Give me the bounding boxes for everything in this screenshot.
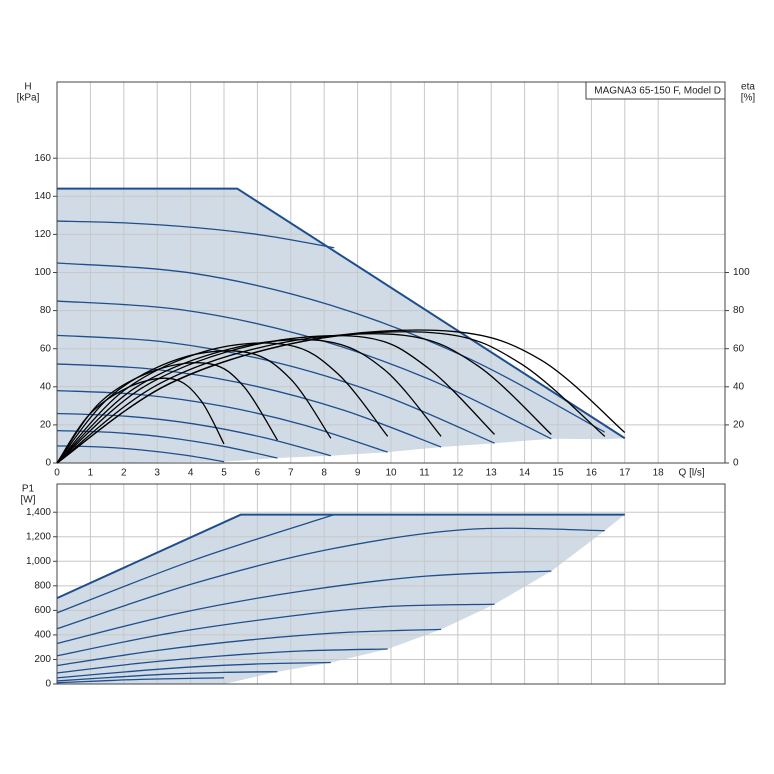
curve [56, 603, 495, 657]
curve [56, 333, 552, 464]
x-tick-label: 16 [586, 468, 598, 479]
y-tick-label: 200 [34, 654, 51, 665]
curve [56, 329, 626, 464]
operating-area [57, 188, 625, 463]
curve [56, 363, 442, 448]
curve [56, 527, 605, 630]
curve [56, 335, 495, 464]
y-tick-label: 0 [45, 679, 51, 690]
curve [56, 628, 442, 667]
curve [56, 570, 552, 645]
y-tick-label: 80 [40, 305, 52, 316]
operating-area [57, 514, 625, 684]
x-tick-label: 10 [385, 468, 397, 479]
x-tick-label: 6 [255, 468, 261, 479]
y2-axis-label: [%] [741, 93, 756, 104]
x-tick-label: 15 [552, 468, 564, 479]
y2-tick-label: 40 [733, 381, 745, 392]
y-tick-label: 1,000 [26, 556, 51, 567]
y-axis-label: H [24, 82, 31, 93]
x-tick-label: 17 [619, 468, 631, 479]
curve [56, 648, 388, 674]
y-tick-label: 100 [34, 267, 51, 278]
y-tick-label: 120 [34, 229, 51, 240]
y2-axis-label: eta [741, 82, 755, 93]
y2-tick-label: 20 [733, 420, 745, 431]
x-tick-label: 3 [154, 468, 160, 479]
curve [56, 661, 331, 679]
curve [56, 445, 225, 463]
x-tick-label: 9 [355, 468, 361, 479]
x-tick-label: 0 [54, 468, 60, 479]
curve [56, 300, 552, 440]
y2-tick-label: 100 [733, 267, 750, 278]
curve [56, 412, 332, 457]
y-axis-label: [kPa] [17, 93, 40, 104]
curve [56, 513, 625, 600]
curve [56, 220, 335, 249]
y-tick-label: 20 [40, 420, 52, 431]
y-tick-label: 1,200 [26, 531, 51, 542]
curve [56, 671, 278, 682]
annotation-box [585, 81, 726, 100]
y2-tick-label: 80 [733, 305, 745, 316]
x-tick-label: 5 [221, 468, 227, 479]
y-tick-label: 400 [34, 630, 51, 641]
x-tick-label: 18 [653, 468, 665, 479]
curve [56, 350, 332, 464]
y-tick-label: 1,400 [26, 507, 51, 518]
y-tick-label: 160 [34, 153, 51, 164]
annotation: MAGNA3 65-150 F, Model D [594, 86, 721, 97]
curve [56, 677, 225, 684]
x-tick-label: 12 [452, 468, 464, 479]
y-tick-label: 800 [34, 580, 51, 591]
x-tick-label: 11 [419, 468, 430, 479]
curve [56, 362, 278, 464]
y-axis-label: [W] [21, 495, 36, 506]
y2-tick-label: 0 [733, 458, 739, 469]
y-tick-label: 40 [40, 381, 52, 392]
x-tick-label: 8 [321, 468, 327, 479]
y2-tick-label: 60 [733, 343, 745, 354]
x-axis-label: Q [l/s] [679, 468, 705, 479]
x-tick-label: 2 [121, 468, 127, 479]
plot-frame [56, 81, 726, 464]
x-tick-label: 4 [188, 468, 194, 479]
y-axis-label: P1 [22, 484, 35, 495]
y-tick-label: 60 [40, 343, 52, 354]
x-tick-label: 1 [88, 468, 94, 479]
y-tick-label: 0 [45, 458, 51, 469]
plot-frame [56, 483, 726, 685]
curve [56, 342, 389, 464]
y-tick-label: 140 [34, 191, 51, 202]
x-tick-label: 7 [288, 468, 294, 479]
curve [57, 187, 626, 440]
curve [56, 514, 335, 614]
curve [56, 429, 278, 459]
y-tick-label: 600 [34, 605, 51, 616]
x-tick-label: 14 [519, 468, 531, 479]
curve [56, 262, 606, 433]
x-tick-label: 13 [486, 468, 498, 479]
